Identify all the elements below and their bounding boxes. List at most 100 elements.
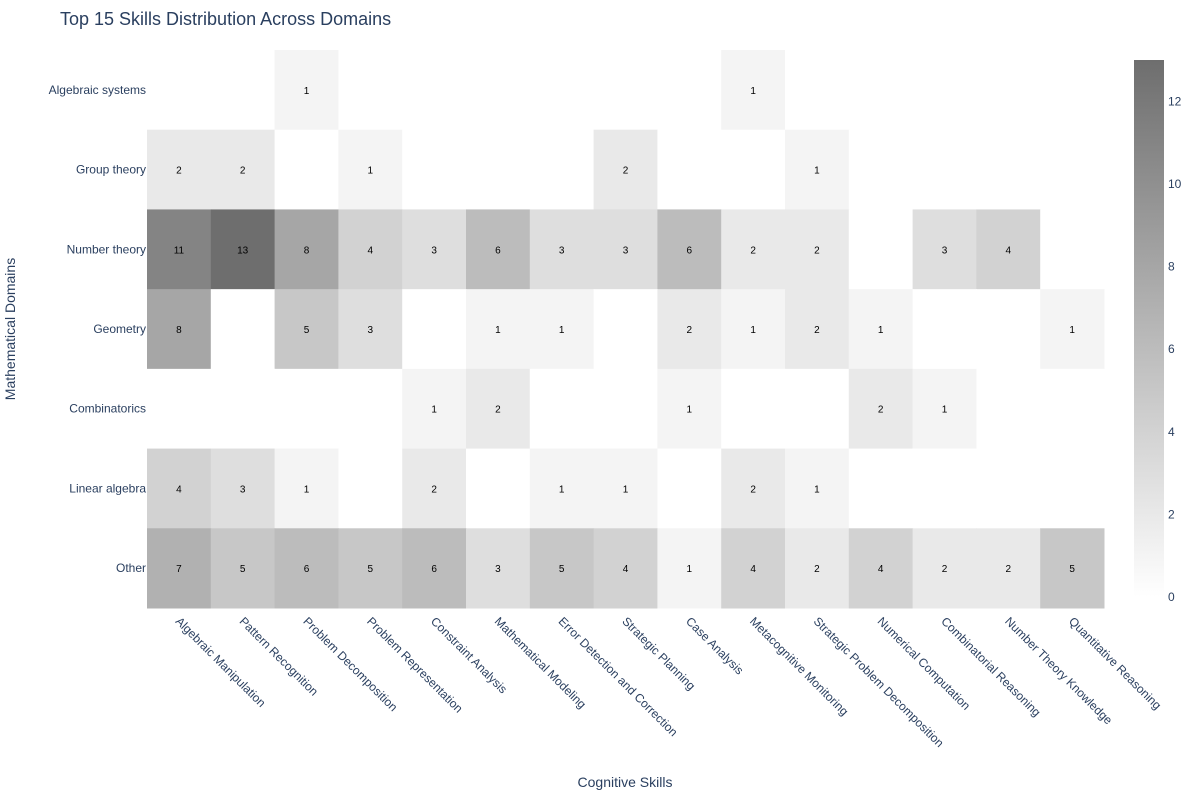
heatmap-cell (210, 129, 276, 210)
heatmap-cell (210, 368, 276, 450)
heatmap-cell (593, 528, 658, 609)
heatmap-cell (785, 209, 850, 290)
heatmap-cell (274, 289, 339, 370)
heatmap-cell (274, 368, 339, 450)
heatmap-cell (1040, 129, 1105, 210)
heatmap-cell (147, 368, 212, 450)
heatmap-cell (785, 528, 850, 609)
y-tick-label: Group theory (76, 163, 146, 177)
heatmap-cell (147, 528, 212, 609)
heatmap-cell-labels: 1 12 2 1 2 111 13 8 4 3 6 3 3 6 2 2 3 48 5 3 1 1 2 1 2 1 11 2 1 2 14 3 1… (174, 86, 1076, 575)
cell-value-label: 6 (687, 245, 693, 256)
heatmap-cell (593, 289, 658, 370)
heatmap-cell (848, 528, 914, 609)
heatmap-cell (529, 448, 595, 529)
x-tick-label: Number Theory Knowledge (1002, 614, 1115, 727)
cell-value-label: 3 (368, 325, 374, 336)
heatmap-cell (402, 528, 467, 609)
heatmap-cell (466, 50, 531, 131)
cell-value-label: 1 (878, 325, 884, 336)
heatmap-cell (147, 289, 212, 370)
cell-value-label: 13 (237, 245, 249, 256)
cell-value-label: 1 (368, 166, 374, 177)
heatmap-cell (721, 129, 786, 210)
cell-value-label: 2 (431, 484, 437, 495)
cell-value-label: 3 (942, 245, 948, 256)
heatmap-cell (466, 129, 531, 210)
cell-value-label: 1 (750, 86, 756, 97)
heatmap-cell (274, 129, 339, 210)
cell-value-label: 2 (750, 484, 756, 495)
heatmap-cell (147, 209, 212, 290)
heatmap-cell (1040, 209, 1105, 290)
heatmap-cell (402, 448, 467, 529)
heatmap-cell (1040, 368, 1105, 450)
x-tick-label: Strategic Problem Decomposition (811, 614, 947, 750)
cell-value-label: 1 (750, 325, 756, 336)
cell-value-label: 4 (750, 564, 756, 575)
cell-value-label: 7 (176, 564, 182, 575)
y-axis-ticks: Algebraic systems Group theory Number theo… (49, 83, 147, 575)
colorbar-tick-label: 10 (1168, 177, 1182, 191)
cell-value-label: 4 (878, 564, 884, 575)
heatmap-cell (402, 50, 467, 131)
heatmap-cell (657, 129, 722, 210)
y-tick-label: Number theory (67, 242, 146, 256)
heatmap-cell (976, 448, 1041, 529)
heatmap-cell (848, 289, 914, 370)
heatmap-cell (529, 50, 595, 131)
heatmap-cell (1040, 448, 1105, 529)
heatmap-cell (593, 368, 658, 450)
heatmap-cell (848, 448, 914, 529)
cell-value-label: 5 (368, 564, 374, 575)
heatmap-cell (785, 50, 850, 131)
cell-value-label: 1 (1069, 325, 1075, 336)
cell-value-label: 2 (814, 564, 820, 575)
heatmap-cell (402, 289, 467, 370)
cell-value-label: 1 (304, 86, 310, 97)
x-tick-label: Error Detection and Correction (556, 614, 681, 739)
cell-value-label: 6 (495, 245, 501, 256)
heatmap-cell (274, 209, 339, 290)
cell-value-label: 1 (559, 484, 565, 495)
heatmap-cell (466, 209, 531, 290)
heatmap-cell (274, 528, 339, 609)
heatmap-cell (529, 129, 595, 210)
cell-value-label: 2 (750, 245, 756, 256)
heatmap-cell (785, 368, 850, 450)
heatmap-cell (529, 289, 595, 370)
heatmap-cell (721, 528, 786, 609)
colorbar-tick-label: 8 (1168, 260, 1175, 274)
cell-value-label: 1 (942, 405, 948, 416)
heatmap-cell (147, 448, 212, 529)
heatmap-cell (338, 129, 403, 210)
heatmap-cell (912, 448, 977, 529)
heatmap-cell (274, 448, 339, 529)
heatmap-cell (912, 50, 977, 131)
heatmap-cell (976, 289, 1041, 370)
heatmap-cell (976, 50, 1041, 131)
heatmap-cell (785, 129, 850, 210)
cell-value-label: 3 (623, 245, 629, 256)
heatmap-cell (912, 209, 977, 290)
cell-value-label: 5 (304, 325, 310, 336)
heatmap-cell (848, 129, 914, 210)
cell-value-label: 3 (495, 564, 501, 575)
cell-value-label: 6 (304, 564, 310, 575)
heatmap-cell (529, 209, 595, 290)
cell-value-label: 3 (240, 484, 246, 495)
chart-title: Top 15 Skills Distribution Across Domain… (60, 9, 391, 29)
cell-value-label: 2 (814, 325, 820, 336)
cell-value-label: 1 (687, 405, 693, 416)
cell-value-label: 1 (431, 405, 437, 416)
heatmap-cell (976, 209, 1041, 290)
cell-value-label: 5 (1069, 564, 1075, 575)
heatmap-cell (210, 448, 276, 529)
colorbar-ticks: 0 2 4 6 8 10 12 (1168, 94, 1182, 604)
cell-value-label: 2 (878, 405, 884, 416)
cell-value-label: 5 (240, 564, 246, 575)
heatmap-cell (147, 50, 212, 131)
heatmap-cell (466, 368, 531, 450)
heatmap-cell (338, 50, 403, 131)
